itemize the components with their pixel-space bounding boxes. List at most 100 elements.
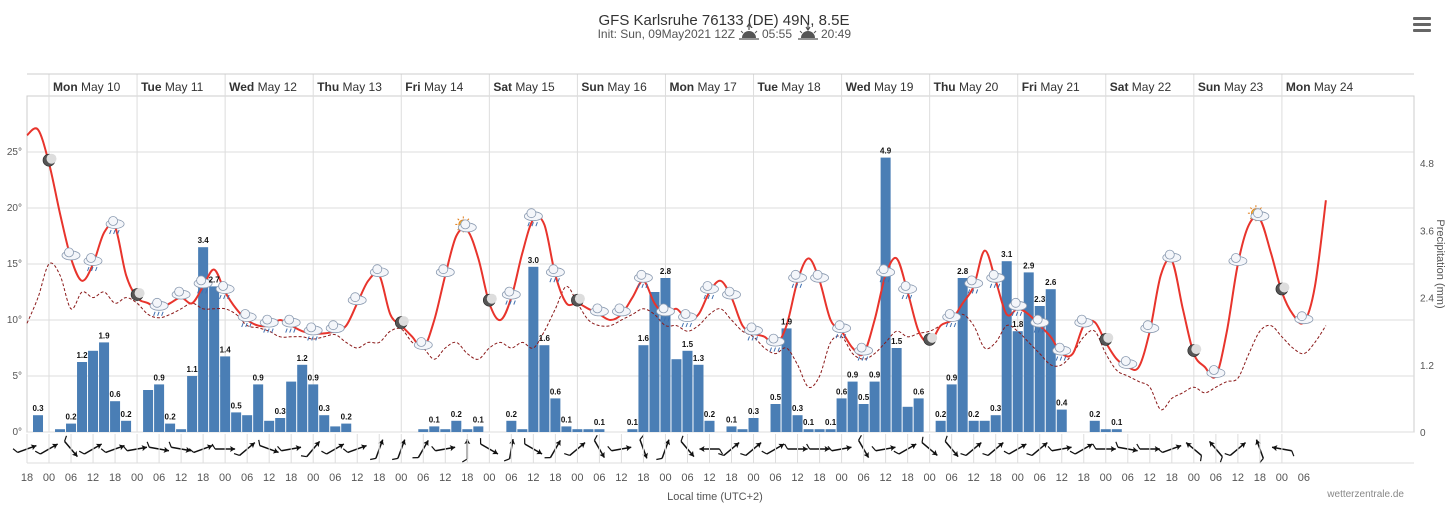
precipitation-bar-label: 2.8 xyxy=(957,267,969,276)
precipitation-bar-label: 0.2 xyxy=(506,410,518,419)
time-tick-label: 00 xyxy=(43,472,55,484)
precipitation-bar-label: 0.1 xyxy=(473,415,485,424)
wind-arrow-head xyxy=(295,445,302,452)
wind-arrow-barb xyxy=(1092,443,1097,450)
rain-drop xyxy=(645,283,648,288)
sunset-time: 20:49 xyxy=(821,27,851,41)
rain-drop xyxy=(861,356,865,361)
weather-icon xyxy=(325,320,345,334)
temperature-tick-label: 25° xyxy=(7,147,22,158)
wind-arrow-head xyxy=(579,442,586,449)
cloud-puff xyxy=(1253,208,1263,219)
wind-arrow-barb xyxy=(258,439,261,446)
precipitation-bar xyxy=(1001,261,1012,432)
precipitation-bar-label: 2.6 xyxy=(1045,278,1057,287)
precipitation-bar-label: 1.5 xyxy=(891,337,903,346)
precipitation-bar xyxy=(594,429,605,432)
cloud-puff xyxy=(592,303,603,314)
cloud-puff xyxy=(988,269,999,280)
cloud-puff xyxy=(1120,356,1131,366)
precipitation-bar xyxy=(220,356,231,432)
rain-drop xyxy=(843,334,847,339)
init-line: Init: Sun, 09May2021 12Z 05:55 20:49 xyxy=(598,22,851,41)
wind-arrow-head xyxy=(509,439,516,445)
wind-arrow-barb xyxy=(64,435,68,442)
precipitation-bar-label: 0.2 xyxy=(968,410,980,419)
precipitation-bar xyxy=(968,420,979,432)
rain-drop xyxy=(865,356,869,361)
rain-drop xyxy=(1037,328,1041,333)
wind-arrow-barb xyxy=(1224,452,1231,456)
rain-drop xyxy=(285,328,288,333)
day-label: Wed May 12 xyxy=(229,80,297,94)
rain-drop xyxy=(315,336,318,341)
weather-icon xyxy=(1140,320,1160,334)
weather-icon xyxy=(546,264,565,283)
cloud-puff xyxy=(768,333,779,344)
precipitation-bar xyxy=(88,350,99,432)
wind-arrow-barb xyxy=(188,448,195,453)
weather-icon xyxy=(455,216,477,233)
init-time: Init: Sun, 09May2021 12Z xyxy=(598,27,735,41)
precipitation-bar xyxy=(770,404,781,432)
time-tick-label: 12 xyxy=(351,472,363,484)
wind-arrow-head xyxy=(249,442,255,449)
cloud-puff xyxy=(350,292,361,303)
rain-drop xyxy=(685,322,688,328)
precipitation-bar xyxy=(462,429,473,432)
precipitation-bar-label: 0.1 xyxy=(429,415,441,424)
precipitation-bar-label: 1.8 xyxy=(1012,320,1024,329)
precipitation-bar-label: 0.1 xyxy=(726,415,738,424)
time-tick-label: 12 xyxy=(968,472,980,484)
day-label-dow: Tue xyxy=(141,80,162,94)
wind-arrow-barb xyxy=(146,441,150,448)
day-label-dow: Wed xyxy=(229,80,254,94)
time-tick-label: 12 xyxy=(1056,472,1068,484)
rain-drop xyxy=(1011,311,1015,316)
rain-drop xyxy=(945,322,949,328)
precipitation-bar-label: 0.1 xyxy=(803,418,815,427)
precipitation-bar xyxy=(583,429,594,432)
cloud-puff xyxy=(812,269,823,280)
day-label: Sat May 22 xyxy=(1110,80,1172,94)
time-tick-label: 12 xyxy=(879,472,891,484)
precipitation-bar xyxy=(1045,289,1056,432)
wind-arrow-barb xyxy=(1136,443,1141,450)
wind-arrow-barb xyxy=(1219,456,1223,463)
cloud-puff xyxy=(218,281,229,291)
wind-arrow-head xyxy=(141,445,147,452)
precipitation-bar-label: 0.1 xyxy=(594,418,606,427)
time-tick-label: 12 xyxy=(615,472,627,484)
precipitation-bar-label: 0.6 xyxy=(110,390,122,399)
precipitation-bar-label: 0.9 xyxy=(946,373,958,382)
weather-icon xyxy=(986,269,1006,288)
weather-icon xyxy=(854,342,873,361)
cloud-puff xyxy=(966,275,977,286)
wind-arrow-head xyxy=(1154,446,1160,452)
precipitation-bar xyxy=(286,381,297,432)
weather-icon xyxy=(149,297,169,316)
precipitation-bar xyxy=(550,398,561,432)
weather-icon xyxy=(193,275,213,294)
chart-menu-button[interactable] xyxy=(1411,14,1433,36)
weather-icon xyxy=(678,309,697,328)
rain-drop xyxy=(799,283,803,288)
precipitation-bar xyxy=(198,247,209,432)
cloud-puff xyxy=(856,342,867,353)
precipitation-bar-label: 0.3 xyxy=(319,404,331,413)
time-tick-label: 12 xyxy=(1144,472,1156,484)
cloud-puff xyxy=(746,322,757,333)
wind-arrow-head xyxy=(846,445,852,452)
rain-drop xyxy=(857,356,861,361)
weather-icon xyxy=(303,322,323,341)
weather-icon xyxy=(1118,356,1138,369)
rain-drop xyxy=(905,294,909,300)
precipitation-bar-label: 2.7 xyxy=(209,275,221,284)
precipitation-bar xyxy=(539,345,550,432)
temperature-axis: 0° 5° 10° 15° 20° 25° xyxy=(7,147,22,438)
time-tick-label: 18 xyxy=(285,472,297,484)
time-tick-label: 00 xyxy=(659,472,671,484)
wind-arrow-head xyxy=(688,450,694,457)
precipitation-bar xyxy=(1056,409,1067,432)
